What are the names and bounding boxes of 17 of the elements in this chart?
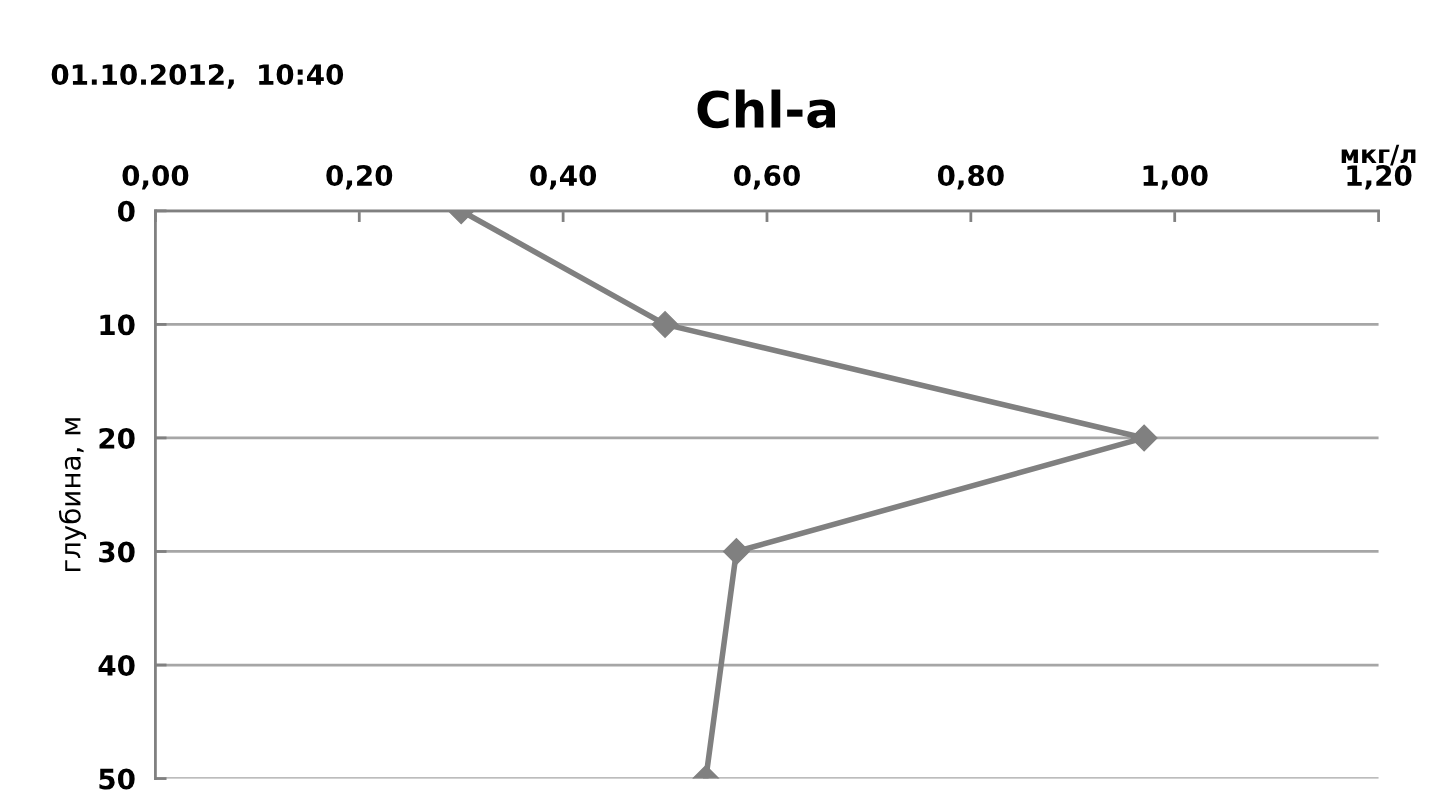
x-tick-label: 1,20 <box>1347 165 1412 190</box>
x-tick-label: 0,60 <box>734 165 800 190</box>
x-axis-title: мкг/л <box>1341 144 1416 166</box>
y-tick-label: 20 <box>99 427 135 449</box>
x-tick-label: 1,00 <box>1143 165 1208 190</box>
x-tick-label: 0,20 <box>326 165 393 190</box>
y-tick-label: 10 <box>100 314 135 336</box>
chart-title: Chl-a <box>697 89 836 129</box>
y-axis-title: глубина, м <box>58 418 87 572</box>
x-tick-label: 0,00 <box>122 165 189 190</box>
y-tick-label: 0 <box>117 200 135 222</box>
x-tick-label: 0,40 <box>530 165 597 190</box>
y-tick-label: 50 <box>99 768 135 790</box>
y-tick-label: 30 <box>99 541 135 563</box>
x-tick-label: 0,80 <box>937 165 1004 190</box>
y-tick-label: 40 <box>98 654 135 676</box>
text: 01.10.2012, 10:40 <box>51 64 344 89</box>
